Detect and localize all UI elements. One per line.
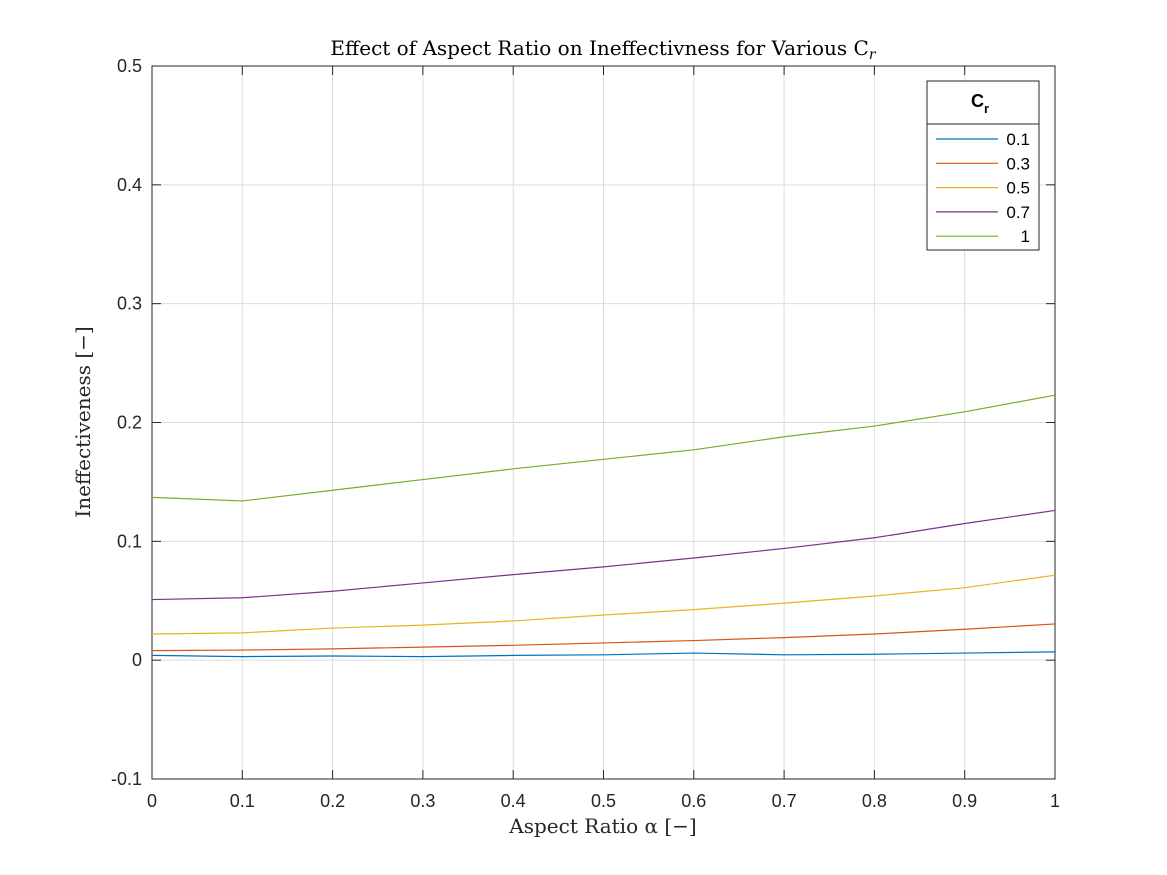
x-tick-label: 0.1	[230, 791, 255, 811]
legend-items: 0.1 0.3 0.5 0.7 1	[936, 130, 1030, 246]
y-axis-title: Ineffectiveness [−]	[71, 326, 95, 517]
y-tick-label: -0.1	[111, 769, 142, 789]
series-line-0-7	[151, 509, 1056, 601]
x-tick-label: 0	[147, 791, 157, 811]
series-line-0-1	[151, 651, 1056, 658]
x-tick-label: 0.4	[501, 791, 526, 811]
chart-title-subscript: r	[869, 47, 877, 63]
series-layer	[151, 394, 1056, 658]
chart-title: Effect of Aspect Ratio on Ineffectivness…	[330, 36, 876, 63]
y-tick-label: 0	[132, 650, 142, 670]
y-tick-label: 0.1	[117, 531, 142, 551]
x-tick-label: 0.7	[772, 791, 797, 811]
y-tick-label: 0.3	[117, 294, 142, 314]
legend-label: 0.5	[1006, 179, 1030, 198]
legend-title: Cr	[971, 91, 989, 116]
y-tick-label: 0.4	[117, 175, 142, 195]
x-tick-label: 0.2	[320, 791, 345, 811]
y-tick-label: 0.5	[117, 56, 142, 76]
x-tick-label: 0.6	[681, 791, 706, 811]
series-line-0-5	[151, 574, 1056, 635]
legend-label: 0.3	[1006, 154, 1030, 173]
legend-title-main: C	[971, 91, 984, 111]
legend-title-subscript: r	[984, 101, 989, 116]
x-axis-title: Aspect Ratio α [−]	[508, 814, 696, 838]
x-tick-label: 0.8	[862, 791, 887, 811]
x-tick-label: 0.3	[410, 791, 435, 811]
legend-label: 0.7	[1006, 203, 1030, 222]
legend-label: 1	[1021, 227, 1030, 246]
legend-label: 0.1	[1006, 130, 1030, 149]
x-tick-label: 0.5	[591, 791, 616, 811]
legend: Cr 0.1 0.3 0.5 0.7 1	[926, 80, 1040, 251]
series-line-1	[151, 394, 1056, 502]
x-tick-label: 1	[1050, 791, 1060, 811]
chart-title-main: Effect of Aspect Ratio on Ineffectivness…	[330, 36, 868, 60]
legend-box	[926, 80, 1040, 251]
series-line-0-3	[151, 623, 1056, 652]
y-tick-label: 0.2	[117, 413, 142, 433]
x-tick-label: 0.9	[952, 791, 977, 811]
ticks: 0 0.1 0.2 0.3 0.4 0.5 0.6 0.7 0.8 0.9 1-0.100.10.2…	[111, 56, 1060, 811]
